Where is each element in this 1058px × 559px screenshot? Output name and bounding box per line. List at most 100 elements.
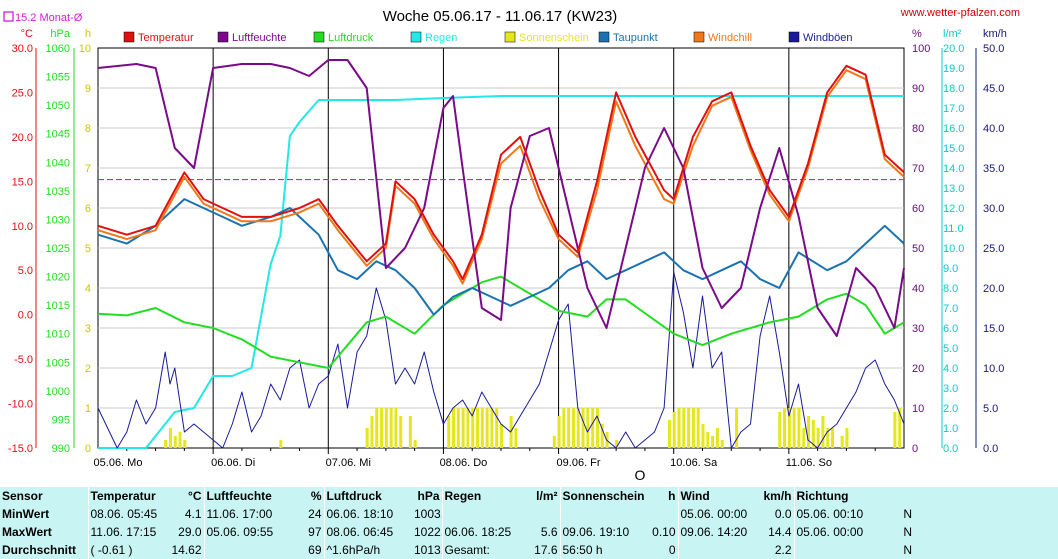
- chart-grid: [97, 47, 905, 454]
- sunshine-bar: [893, 412, 897, 448]
- header-direction-unit: [874, 487, 1058, 505]
- sunshine-bar: [778, 412, 782, 448]
- legend-swatch: [410, 31, 422, 43]
- y-axis-tick-label: 1035: [46, 186, 70, 198]
- y-axis-unit: km/h: [983, 28, 1007, 40]
- sunshine-bar: [706, 432, 710, 448]
- cell-value: 0: [668, 543, 676, 557]
- sunshine-bar: [500, 424, 503, 448]
- y-axis-tick-label: 6: [85, 203, 91, 215]
- sunshine-bar: [711, 436, 715, 448]
- row-label: MaxWert: [2, 525, 52, 539]
- sunshine-bar: [586, 408, 590, 448]
- statistics-header-row: Sensor Temperatur °C Luftfeuchte % Luftd…: [0, 487, 1058, 505]
- y-axis-tick-label: 5.0: [983, 403, 998, 415]
- y-axis-tick-label: 80: [912, 123, 924, 135]
- chart-series: [97, 59, 905, 449]
- cell-value: 0.10: [652, 525, 676, 539]
- statistics-row-max: MaxWert 11.06. 17:15 29.0 05.06. 09:55 9…: [0, 523, 1058, 541]
- legend-swatch: [217, 31, 229, 43]
- sunshine-bar: [687, 408, 691, 448]
- x-axis-label: 10.06. Sa: [670, 457, 718, 469]
- legend-label: Temperatur: [138, 32, 194, 44]
- y-axis-tick-label: 70: [912, 163, 924, 175]
- sunshine-bar: [792, 408, 796, 448]
- cell-time: 08.06. 05:45: [87, 505, 166, 523]
- cell-value: 24: [308, 507, 322, 521]
- legend-swatch: [313, 31, 325, 43]
- sunshine-bar: [552, 436, 556, 448]
- sunshine-bar: [571, 408, 575, 448]
- sunshine-bar: [720, 440, 724, 448]
- y-axis-tick-label: 50: [912, 243, 924, 255]
- sunshine-bar: [821, 416, 825, 448]
- y-axis-tick-label: 8.0: [943, 283, 958, 295]
- cell-value: [522, 505, 560, 523]
- row-label: MinWert: [2, 507, 50, 521]
- row-label: Durchschnitt: [2, 543, 77, 557]
- statistics-row-min: MinWert 08.06. 05:45 4.1 11.06. 17:00 24…: [0, 505, 1058, 523]
- cell-value: 17.6: [534, 543, 558, 557]
- cell-value: 2.2: [774, 543, 792, 557]
- series-line-chill: [97, 69, 905, 285]
- y-axis-tick-label: 30.0: [983, 203, 1004, 215]
- sunshine-bar: [715, 428, 719, 448]
- cell-value: 29.0: [178, 525, 202, 539]
- sunshine-bar: [476, 408, 480, 448]
- y-axis-tick-label: 1020: [46, 272, 70, 284]
- sunshine-bar: [807, 416, 811, 448]
- sunshine-bar: [701, 424, 705, 448]
- sunshine-bar: [615, 440, 619, 448]
- y-axis-tick-label: 6.0: [943, 323, 958, 335]
- y-axis-tick-label: 60: [912, 203, 924, 215]
- chart-title: Woche 05.06.17 - 11.06.17 (KW23): [383, 8, 618, 25]
- series-line-temp: [97, 64, 905, 281]
- sunshine-bar: [279, 440, 283, 448]
- cell-time: 06.06. 18:25: [441, 523, 522, 541]
- y-axis-tick-label: -10.0: [8, 399, 33, 411]
- y-axis-tick-label: 1005: [46, 357, 70, 369]
- sunshine-bar: [447, 416, 451, 448]
- legend-label: Luftdruck: [328, 32, 374, 44]
- legend-swatch: [598, 31, 610, 43]
- cell-value: N: [903, 525, 912, 539]
- y-axis-tick-label: 50.0: [983, 43, 1004, 55]
- sunshine-bar: [783, 408, 787, 448]
- cell-value: N: [903, 507, 912, 521]
- sunshine-bar: [811, 420, 815, 448]
- month-avg-legend-box: [3, 11, 14, 22]
- sunshine-bar: [567, 408, 571, 448]
- cell-value: 1003.5: [414, 507, 442, 521]
- y-axis-tick-label: 1060: [46, 43, 70, 55]
- y-axis-tick-label: 0: [85, 443, 91, 455]
- website-link[interactable]: www.wetter-pfalzen.com: [900, 7, 1020, 19]
- sunshine-bar: [384, 408, 388, 448]
- y-axis-unit: l/m²: [943, 28, 962, 40]
- y-axis-tick-label: 1010: [46, 329, 70, 341]
- legend-swatch: [504, 31, 516, 43]
- cell-time: 05.06. 00:10: [793, 505, 874, 523]
- marker-o: O: [635, 467, 646, 483]
- sunshine-bar: [466, 408, 470, 448]
- x-axis-label: 09.06. Fr: [557, 457, 601, 469]
- cell-time: ^1.6hPa/h: [323, 541, 412, 559]
- y-axis-tick-label: 1015: [46, 300, 70, 312]
- cell-time: [441, 505, 522, 523]
- sunshine-bar: [399, 416, 403, 448]
- y-axis-tick-label: 7: [85, 163, 91, 175]
- sunshine-bar: [591, 408, 595, 448]
- x-axis-label: 07.06. Mi: [326, 457, 371, 469]
- sunshine-bar: [389, 408, 393, 448]
- legend-label: Taupunkt: [613, 32, 658, 44]
- header-wind-unit: km/h: [763, 489, 792, 503]
- y-axis-tick-label: 2.0: [943, 403, 958, 415]
- y-axis-tick-label: 10.0: [943, 243, 964, 255]
- y-axis-tick-label: 30.0: [12, 43, 33, 55]
- y-axis-tick-label: 5: [85, 243, 91, 255]
- sunshine-bar: [816, 428, 820, 448]
- y-axis-unit: h: [85, 28, 91, 40]
- cell-value: 1013.6: [414, 543, 442, 557]
- sunshine-bar: [677, 408, 681, 448]
- sunshine-bar: [485, 408, 489, 448]
- sunshine-bar: [380, 408, 384, 448]
